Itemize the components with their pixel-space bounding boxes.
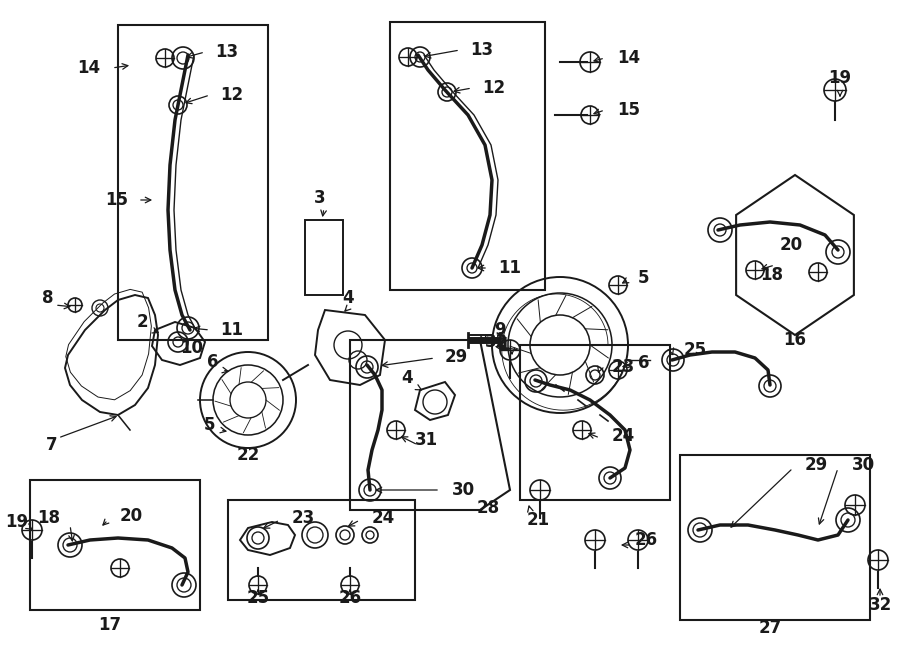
Text: 21: 21 bbox=[526, 511, 550, 529]
Text: 2: 2 bbox=[137, 313, 148, 331]
Text: 8: 8 bbox=[42, 289, 54, 307]
Text: 19: 19 bbox=[4, 513, 28, 531]
Text: 26: 26 bbox=[635, 531, 658, 549]
Text: 7: 7 bbox=[46, 436, 58, 454]
Text: 19: 19 bbox=[828, 69, 851, 87]
Text: 29: 29 bbox=[445, 348, 468, 366]
Text: 6: 6 bbox=[638, 354, 650, 372]
Text: 3: 3 bbox=[314, 189, 326, 207]
Text: 5: 5 bbox=[638, 269, 650, 287]
Text: 11: 11 bbox=[498, 259, 521, 277]
Bar bbox=[228, 500, 415, 600]
Text: 27: 27 bbox=[759, 619, 781, 637]
Text: 15: 15 bbox=[617, 101, 640, 119]
Text: 24: 24 bbox=[612, 427, 635, 445]
Text: 30: 30 bbox=[852, 456, 875, 474]
Text: 14: 14 bbox=[76, 59, 100, 77]
Text: 18: 18 bbox=[37, 509, 60, 527]
Text: 13: 13 bbox=[215, 43, 238, 61]
Text: 10: 10 bbox=[181, 339, 203, 357]
Text: 12: 12 bbox=[220, 86, 243, 104]
Text: 17: 17 bbox=[98, 616, 122, 634]
Text: 20: 20 bbox=[120, 507, 143, 525]
Bar bbox=[30, 480, 200, 610]
Text: 28: 28 bbox=[476, 499, 500, 517]
Text: 29: 29 bbox=[805, 456, 828, 474]
Text: 32: 32 bbox=[868, 596, 892, 614]
Text: 11: 11 bbox=[220, 321, 243, 339]
Text: 6: 6 bbox=[206, 353, 218, 371]
Bar bbox=[680, 455, 870, 620]
Text: 18: 18 bbox=[760, 266, 783, 284]
Text: 31: 31 bbox=[415, 431, 438, 449]
Text: 1: 1 bbox=[499, 336, 510, 354]
Text: 32: 32 bbox=[485, 333, 508, 351]
Text: 25: 25 bbox=[247, 589, 270, 607]
Text: 22: 22 bbox=[237, 446, 259, 464]
Text: 13: 13 bbox=[470, 41, 493, 59]
Text: 20: 20 bbox=[780, 236, 803, 254]
Text: 12: 12 bbox=[482, 79, 505, 97]
Text: 9: 9 bbox=[494, 321, 506, 339]
Text: 16: 16 bbox=[784, 331, 806, 349]
Bar bbox=[520, 345, 670, 500]
Text: 30: 30 bbox=[452, 481, 475, 499]
Bar bbox=[305, 220, 343, 295]
Text: 23: 23 bbox=[292, 509, 315, 527]
Text: 4: 4 bbox=[401, 369, 413, 387]
Text: 23: 23 bbox=[612, 358, 635, 376]
Text: 4: 4 bbox=[342, 289, 354, 307]
Text: 24: 24 bbox=[372, 509, 395, 527]
Text: 15: 15 bbox=[105, 191, 128, 209]
Text: 14: 14 bbox=[617, 49, 640, 67]
Text: 5: 5 bbox=[203, 416, 215, 434]
Text: 26: 26 bbox=[338, 589, 362, 607]
Text: 25: 25 bbox=[684, 341, 707, 359]
Bar bbox=[390, 22, 545, 290]
Bar bbox=[118, 25, 268, 340]
